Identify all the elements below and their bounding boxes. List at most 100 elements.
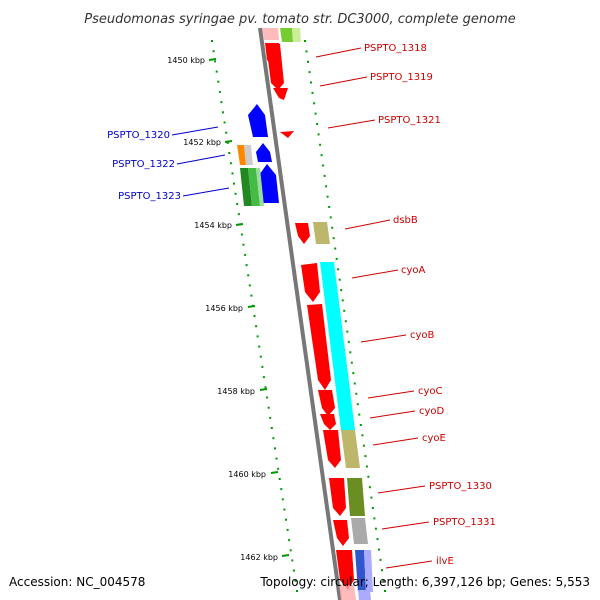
tick-dot bbox=[285, 518, 287, 521]
pspto-1322-orange-block bbox=[237, 145, 246, 165]
tick-dot bbox=[270, 427, 273, 429]
tick-dot bbox=[381, 569, 383, 572]
tick-dot bbox=[347, 340, 350, 343]
kbp-label-1458: 1458 kbp bbox=[217, 387, 255, 396]
topology-text: Topology: circular; Length: 6,397,126 bp… bbox=[259, 575, 590, 589]
label-pspto-1321: PSPTO_1321 bbox=[378, 115, 441, 126]
tick-dot bbox=[256, 335, 259, 338]
tick-dot bbox=[379, 558, 382, 561]
tick-dot bbox=[334, 247, 337, 250]
tick-dot bbox=[349, 351, 352, 354]
tick-dot bbox=[242, 243, 245, 246]
tick-dot bbox=[308, 71, 311, 74]
ilve-block-lightblue bbox=[364, 550, 373, 592]
tick-dot bbox=[332, 237, 335, 240]
tick-dot bbox=[234, 192, 237, 195]
tick-dot bbox=[292, 569, 295, 572]
tick-dot bbox=[274, 447, 276, 450]
tick-dot bbox=[304, 40, 306, 42]
tick-dot bbox=[364, 455, 367, 458]
tick-dot bbox=[384, 590, 386, 592]
tick-dot bbox=[244, 253, 247, 256]
tick-dot bbox=[358, 413, 361, 416]
gene-arrow-dsbb bbox=[295, 223, 310, 244]
gene-arrow-pspto-1320 bbox=[248, 104, 268, 137]
tick-dot bbox=[283, 508, 286, 511]
kbp-label-1460: 1460 kbp bbox=[228, 470, 266, 479]
tick-dot bbox=[374, 527, 377, 530]
label-pspto-1318: PSPTO_1318 bbox=[364, 43, 427, 54]
tick-dot bbox=[272, 437, 275, 440]
gene-block-dsbb bbox=[313, 222, 330, 244]
tick-dot bbox=[373, 517, 376, 520]
pspto-1323-lightgreen-block bbox=[256, 168, 264, 206]
tick-dot bbox=[322, 164, 325, 167]
tick-dot bbox=[344, 320, 347, 323]
tick-dot bbox=[237, 213, 240, 216]
tick-dot bbox=[218, 90, 221, 93]
label-cyoc: cyoC bbox=[418, 386, 443, 397]
tick-dot bbox=[229, 162, 232, 165]
tick-dot bbox=[294, 579, 297, 582]
tick-dot bbox=[310, 81, 312, 84]
tick-dot bbox=[277, 467, 280, 470]
tick-dot bbox=[250, 294, 253, 297]
tick-dot bbox=[262, 376, 265, 379]
tick-dot bbox=[338, 278, 341, 281]
gene-arrow-pspto-1321 bbox=[280, 131, 294, 138]
gene-arrow-cyoc bbox=[318, 390, 335, 416]
tick-dot bbox=[305, 50, 308, 53]
tick-dot bbox=[278, 478, 281, 480]
gene-arrow-pspto-1330 bbox=[329, 478, 346, 516]
tick-dot bbox=[370, 496, 373, 499]
tick-dot bbox=[317, 133, 320, 136]
left-gene-labels: PSPTO_1320 PSPTO_1322 PSPTO_1323 bbox=[107, 126, 230, 202]
tick-dot bbox=[329, 216, 332, 219]
right-tick-track bbox=[304, 40, 386, 592]
tick-dot bbox=[245, 264, 248, 267]
tick-dot bbox=[231, 172, 234, 175]
tick-dot bbox=[214, 60, 217, 63]
gene-arrow-pspto-1331 bbox=[333, 520, 349, 546]
kbp-label-1450: 1450 kbp bbox=[167, 56, 205, 65]
tick-dot bbox=[280, 488, 283, 491]
forward-genes bbox=[265, 43, 356, 600]
tick-dot bbox=[264, 386, 267, 389]
tick-dot bbox=[223, 121, 226, 124]
tick-dot bbox=[353, 382, 356, 385]
gene-arrow-cyob bbox=[307, 304, 331, 390]
tick-dot bbox=[225, 131, 228, 134]
label-pspto-1330: PSPTO_1330 bbox=[429, 481, 492, 492]
label-ilve: ilvE bbox=[436, 556, 454, 567]
kbp-label-1462: 1462 kbp bbox=[240, 553, 278, 562]
kbp-label-1454: 1454 kbp bbox=[194, 221, 232, 230]
label-pspto-1320: PSPTO_1320 bbox=[107, 130, 170, 141]
gene-arrow-cyod bbox=[320, 414, 336, 430]
tick-dot bbox=[355, 392, 358, 395]
tick-dot bbox=[325, 185, 328, 188]
tick-dot bbox=[226, 141, 229, 144]
tick-dot bbox=[328, 206, 331, 208]
tick-dot bbox=[316, 123, 319, 125]
kbp-scale: 1450 kbp 1452 kbp 1454 kbp 1456 kbp 1458… bbox=[167, 56, 290, 562]
ilve-block-blue bbox=[355, 550, 366, 592]
tick-dot bbox=[236, 203, 239, 205]
tick-dot bbox=[266, 396, 269, 399]
gene-arrow-cyoa bbox=[301, 263, 320, 302]
tick-dot bbox=[382, 579, 385, 582]
label-cyob: cyoB bbox=[410, 330, 435, 341]
tick-dot bbox=[343, 309, 346, 312]
tick-dot bbox=[323, 174, 326, 177]
reverse-genes bbox=[237, 104, 279, 206]
tick-dot bbox=[367, 475, 370, 478]
tick-dot bbox=[359, 424, 362, 426]
cyoe-block bbox=[341, 430, 360, 468]
tick-dot bbox=[240, 233, 243, 236]
tick-dot bbox=[346, 330, 349, 333]
tick-dot bbox=[361, 434, 364, 437]
tick-dot bbox=[289, 549, 292, 552]
tick-dot bbox=[220, 101, 223, 104]
label-cyod: cyoD bbox=[419, 406, 445, 417]
kbp-label-1452: 1452 kbp bbox=[183, 138, 221, 147]
